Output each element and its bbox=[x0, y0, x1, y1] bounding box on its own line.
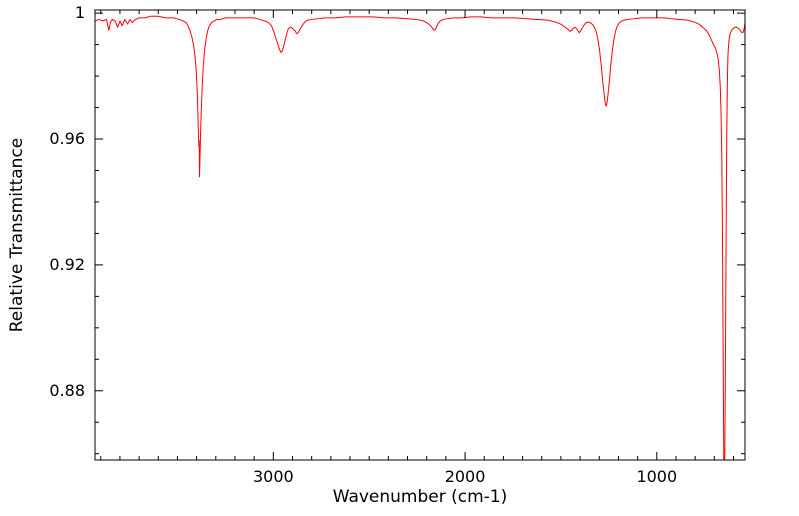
spectrum-line bbox=[95, 15, 745, 461]
x-tick-label: 1000 bbox=[636, 467, 677, 486]
y-tick-label: 0.92 bbox=[49, 255, 85, 274]
x-tick-label: 2000 bbox=[445, 467, 486, 486]
x-axis-title: Wavenumber (cm-1) bbox=[333, 487, 508, 507]
x-tick-label: 3000 bbox=[253, 467, 294, 486]
y-tick-label: 0.96 bbox=[49, 129, 85, 148]
y-tick-label: 1 bbox=[75, 3, 85, 22]
plot-border bbox=[94, 9, 746, 461]
y-axis-title: Relative Transmittance bbox=[7, 138, 27, 333]
y-tick-label: 0.88 bbox=[49, 381, 85, 400]
